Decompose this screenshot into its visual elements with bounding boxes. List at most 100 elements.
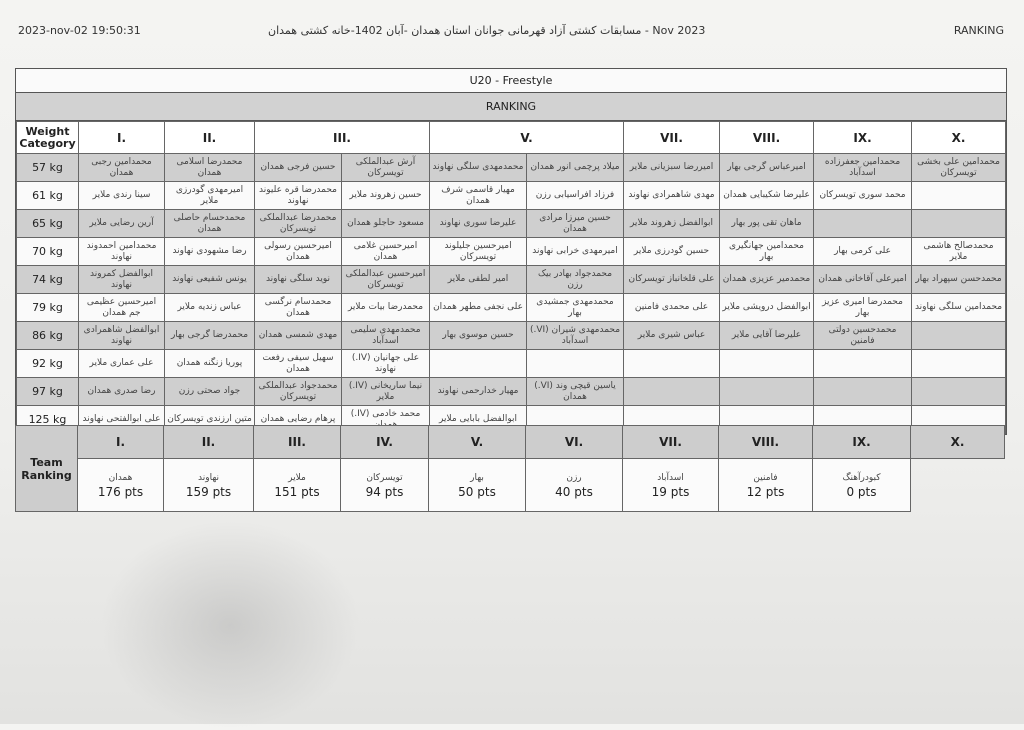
wrestler-cell: علی جهانیان (IV.) نهاوند [340, 349, 431, 378]
weight-cell: 86 kg [16, 321, 79, 350]
wrestler-cell: محمدمهدی سلیمی اسدآباد [340, 321, 431, 350]
team-name: نهاوند [198, 473, 219, 483]
wrestler-cell: علیرضا شکیبایی همدان [719, 181, 815, 210]
wrestler-cell: محمدامین علی بخشی تویسرکان [911, 153, 1006, 182]
team-rank-header: V. [428, 425, 526, 459]
wrestler-cell: محمدامین احمدوند نهاوند [78, 237, 165, 266]
wrestler-cell: عباس شیری ملایر [623, 321, 721, 350]
wrestler-cell: محمدصالح هاشمی ملایر [911, 237, 1006, 266]
team-points: 176 pts [97, 485, 144, 499]
wrestler-cell: محمدمهدی شیران (VI.) اسدآباد [526, 321, 625, 350]
wrestler-cell: حسین موسوی بهار [429, 321, 528, 350]
wrestler-cell: حسین زهروند ملایر [340, 181, 431, 210]
wrestler-cell: نیما ساریخانی (IV.) ملایر [340, 377, 431, 406]
team-points: 94 pts [365, 485, 404, 499]
table-row: 97 kg رضا صدری همدان جواد صحتی رزن محمدجواد… [16, 377, 1006, 406]
header-ranking-label: RANKING [953, 24, 1004, 37]
wrestler-cell: محمدجواد عبدالملکی تویسرکان [254, 377, 342, 406]
weight-cell: 57 kg [16, 153, 79, 182]
rank-column-header: V. [429, 121, 625, 154]
rank-column-header: X. [911, 121, 1006, 154]
wrestler-cell: محمدرضا قره علیوند نهاوند [254, 181, 342, 210]
wrestler-cell: حسین فرجی همدان [254, 153, 342, 182]
wrestler-cell [813, 349, 913, 378]
table-row: 61 kg سینا رندی ملایر امیرمهدی گودرزی ملای… [16, 181, 1006, 210]
wrestler-cell [429, 349, 528, 378]
wrestler-cell: امیرمهدی خرابی نهاوند [526, 237, 625, 266]
wrestler-cell: عباس زندیه ملایر [164, 293, 255, 322]
team-score-cell: فامنین 12 pts [718, 458, 813, 512]
wrestler-cell: مهدی شاهمرادی نهاوند [623, 181, 721, 210]
wrestler-cell: مهیار قاسمی شرف همدان [429, 181, 528, 210]
wrestler-cell: حسین گودرزی ملایر [623, 237, 721, 266]
wrestler-cell: محمدجواد بهادر بیک رزن [526, 265, 625, 294]
wrestler-cell: محمدامین جعفرزاده اسدآباد [813, 153, 913, 182]
weight-cell: 79 kg [16, 293, 79, 322]
wrestler-cell: سهیل سیفی رفعت همدان [254, 349, 342, 378]
wrestler-cell: یونس شفیعی نهاوند [164, 265, 255, 294]
wrestler-cell: ماهان تقی پور بهار [719, 209, 815, 238]
wrestler-cell: محمدامین سلگی نهاوند [911, 293, 1006, 322]
wrestler-cell: علی قلخانباز تویسرکان [623, 265, 721, 294]
print-datetime: 2023-nov-02 19:50:31 [18, 24, 141, 37]
wrestler-cell: امیرعلی آقاخانی همدان [813, 265, 913, 294]
wrestler-cell [719, 349, 815, 378]
wrestler-cell: رضا مشهودی نهاوند [164, 237, 255, 266]
team-score-cell: رزن 40 pts [525, 458, 623, 512]
team-points: 151 pts [274, 485, 320, 499]
team-score-cell: همدان 176 pts [77, 458, 164, 512]
team-points: 50 pts [458, 485, 496, 499]
wrestler-cell: مسعود حاجلو همدان [340, 209, 431, 238]
team-rank-header: IV. [340, 425, 429, 459]
wrestler-cell [813, 377, 913, 406]
team-score-cell: تویسرکان 94 pts [340, 458, 429, 512]
wrestler-cell: محمدحسین دولتی فامنین [813, 321, 913, 350]
weight-cell: 92 kg [16, 349, 79, 378]
wrestler-cell: فرزاد افراسیابی رزن [526, 181, 625, 210]
wrestler-cell: آرش عبدالملکی تویسرکان [340, 153, 431, 182]
team-ranking-label: Team Ranking [15, 425, 78, 512]
wrestler-cell [911, 349, 1006, 378]
wrestler-cell: امیر لطفی ملایر [429, 265, 528, 294]
wrestler-cell: ابوالفضل زهروند ملایر [623, 209, 721, 238]
wrestler-cell: علی کرمی بهار [813, 237, 913, 266]
wrestler-cell: علیرضا آقایی ملایر [719, 321, 815, 350]
wrestler-cell: محمدمیر عزیزی همدان [719, 265, 815, 294]
team-score-cell: کبودرآهنگ 0 pts [812, 458, 911, 512]
team-name: همدان [108, 473, 133, 483]
wrestler-cell [623, 349, 721, 378]
wrestler-cell: امیرحسین رسولی همدان [254, 237, 342, 266]
wrestler-cell: علیرضا سوری نهاوند [429, 209, 528, 238]
weight-cell: 74 kg [16, 265, 79, 294]
team-name: اسدآباد [657, 473, 684, 483]
table-row: 57 kg محمدامین رجبی همدان محمدرضا اسلامی ه… [16, 153, 1006, 182]
team-ranking-table: Team Ranking I. II. III. IV. V. VI. VII. VIII. IX… [15, 425, 1005, 512]
wrestler-cell: محمدمهدی جمشیدی بهار [526, 293, 625, 322]
team-rank-header: VI. [525, 425, 623, 459]
weight-category-header: Weight Category [16, 121, 79, 154]
rank-column-header: I. [78, 121, 165, 154]
competition-title: Nov 2023 - مسابقات کشتی آزاد قهرمانی جوا… [268, 24, 706, 37]
wrestler-cell: ابوالفضل کمروند نهاوند [78, 265, 165, 294]
wrestler-cell: حسین میرزا مرادی همدان [526, 209, 625, 238]
wrestler-cell [813, 209, 913, 238]
wrestler-cell: امیرحسین عبدالملکی تویسرکان [340, 265, 431, 294]
wrestler-cell: سینا رندی ملایر [78, 181, 165, 210]
wrestler-cell: محمدرضا گرجی بهار [164, 321, 255, 350]
wrestler-cell [719, 377, 815, 406]
wrestler-cell: مهیار خدارحمی نهاوند [429, 377, 528, 406]
team-score-cell: اسدآباد 19 pts [622, 458, 719, 512]
wrestler-cell: نوید سلگی نهاوند [254, 265, 342, 294]
team-points: 19 pts [651, 485, 690, 499]
wrestler-cell: محمدامین رجبی همدان [78, 153, 165, 182]
rank-column-header: VII. [623, 121, 721, 154]
team-points: 12 pts [746, 485, 785, 499]
wrestler-cell [911, 209, 1006, 238]
wrestler-cell: علی نجفی مطهر همدان [429, 293, 528, 322]
team-rank-header: III. [253, 425, 341, 459]
team-score-cell: بهار 50 pts [428, 458, 526, 512]
wrestler-cell: محمدمهدی سلگی نهاوند [429, 153, 528, 182]
wrestler-cell: محمدامین جهانگیری بهار [719, 237, 815, 266]
weight-cell: 70 kg [16, 237, 79, 266]
wrestler-cell [911, 377, 1006, 406]
